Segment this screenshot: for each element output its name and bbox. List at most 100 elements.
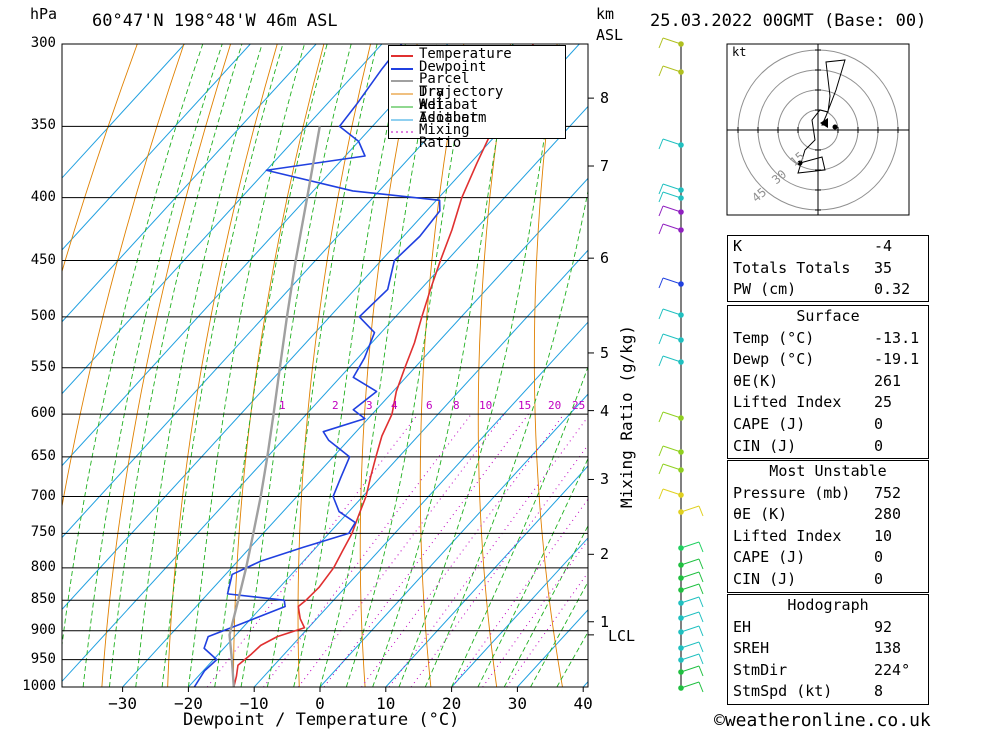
surface-row: Temp (°C) -13.1 bbox=[733, 328, 920, 347]
wind-barb bbox=[680, 681, 700, 689]
km-tick-label: 4 bbox=[600, 401, 610, 420]
section-title: Most Unstable bbox=[769, 462, 887, 480]
wet-adiabat-line bbox=[108, 44, 243, 687]
legend-label: Wet Adiabat bbox=[419, 96, 479, 126]
wind-barb-flag bbox=[658, 191, 664, 203]
wet-adiabat-line bbox=[451, 365, 588, 687]
wet-adiabat-line bbox=[187, 44, 305, 687]
temperature-tick-label: −30 bbox=[108, 694, 138, 713]
isotherm-line bbox=[62, 44, 185, 179]
pressure-tick-label: 350 bbox=[30, 117, 56, 134]
mixing-ratio-label: 6 bbox=[426, 399, 433, 412]
credit-link[interactable]: ©weatheronline.co.uk bbox=[714, 710, 931, 731]
wind-barbs bbox=[658, 37, 704, 693]
surface-row: Lifted Index 25 bbox=[733, 393, 893, 412]
wind-barb bbox=[680, 641, 700, 649]
km-tick-label: 2 bbox=[600, 545, 610, 564]
pressure-unit-label: hPa bbox=[30, 5, 58, 23]
pressure-tick-label: 700 bbox=[30, 487, 56, 504]
legend-label: Dewpoint bbox=[419, 58, 487, 75]
pressure-tick-label: 550 bbox=[30, 358, 56, 375]
pressure-tick-label: 400 bbox=[30, 188, 56, 205]
pressure-tick-label: 650 bbox=[30, 447, 56, 464]
legend: Temperature Dewpoint Parcel Trajectory D… bbox=[388, 45, 566, 150]
surface-table: Surface Temp (°C) -13.1 Dewp (°C) -19.1 θE… bbox=[727, 305, 929, 459]
pressure-tick-label: 900 bbox=[30, 621, 56, 638]
wind-barb-flag bbox=[658, 277, 664, 289]
mixing-ratio-line bbox=[297, 413, 505, 687]
hodograph-row: StmDir 224° bbox=[733, 660, 911, 679]
dry-adiabat-line bbox=[930, 44, 1000, 687]
wind-barb-flag bbox=[658, 138, 664, 150]
km-tick-label: 8 bbox=[600, 89, 610, 108]
datetime-title: 25.03.2022 00GMT (Base: 00) bbox=[650, 11, 927, 31]
wind-barb-flag bbox=[698, 665, 704, 677]
pressure-tick-label: 850 bbox=[30, 591, 56, 608]
isotherm-line bbox=[62, 44, 449, 467]
wind-barb-flag bbox=[698, 583, 704, 595]
surface-row: θE(K) 261 bbox=[733, 371, 902, 390]
isotherm-line bbox=[319, 393, 588, 687]
wind-barb-flag bbox=[658, 463, 664, 475]
wind-barb bbox=[680, 653, 700, 661]
wind-barb bbox=[680, 571, 700, 579]
surface-row: CAPE (J) 0 bbox=[733, 414, 884, 433]
wet-adiabat-line bbox=[135, 44, 263, 687]
dry-adiabat-line bbox=[62, 44, 138, 274]
wind-barb-flag bbox=[658, 37, 664, 49]
mixing-ratio-label: 20 bbox=[548, 399, 562, 412]
isobar-lines bbox=[62, 43, 588, 688]
lcl-label: LCL bbox=[608, 626, 636, 645]
most-unstable-row: Pressure (mb) 752 bbox=[733, 483, 902, 502]
pressure-tick-label: 1000 bbox=[22, 678, 56, 694]
km-unit-label: km bbox=[596, 5, 615, 23]
pressure-tick-label: 800 bbox=[30, 558, 56, 575]
mixing-ratio-line bbox=[263, 413, 472, 687]
temperature-tick-label: 40 bbox=[573, 694, 593, 713]
wet-adiabat-line bbox=[293, 44, 406, 687]
temperature-tick-label: 10 bbox=[376, 694, 396, 713]
surface-row: CIN (J) 0 bbox=[733, 436, 884, 455]
wind-barb-flag bbox=[658, 65, 664, 77]
pressure-tick-label: 300 bbox=[30, 35, 56, 51]
mixing-ratio-label: 3 bbox=[366, 399, 373, 412]
wind-barb-flag bbox=[698, 596, 704, 608]
isotherm-line bbox=[188, 249, 588, 687]
wind-barb bbox=[662, 138, 682, 146]
km-tick-labels bbox=[588, 97, 594, 636]
wind-barb bbox=[662, 333, 682, 341]
mixing-ratio-label: 8 bbox=[453, 399, 460, 412]
wind-barb bbox=[662, 191, 682, 199]
isotherm-line bbox=[451, 537, 588, 687]
index-row: Totals Totals 35 bbox=[733, 258, 893, 277]
isotherm-line bbox=[385, 465, 588, 687]
wind-barb-flag bbox=[658, 183, 664, 195]
location-title: 60°47'N 198°48'W 46m ASL bbox=[92, 11, 338, 31]
wind-barb-flag bbox=[698, 625, 704, 637]
plot-frame bbox=[61, 43, 589, 688]
wind-barb bbox=[662, 488, 682, 496]
x-axis-label: Dewpoint / Temperature (°C) bbox=[183, 710, 460, 730]
hodograph bbox=[726, 43, 910, 216]
wet-adiabat-line bbox=[161, 44, 284, 687]
mixing-ratio-axis-label: Mixing Ratio (g/kg) bbox=[617, 324, 636, 508]
mixing-ratio-label: 15 bbox=[518, 399, 532, 412]
indices-table: K -4 Totals Totals 35 PW (cm) 0.32 bbox=[727, 235, 929, 302]
wet-adiabat-line bbox=[503, 524, 588, 687]
wind-barb bbox=[680, 558, 700, 566]
dry-adiabat-line bbox=[977, 44, 1000, 687]
most-unstable-row: CAPE (J) 0 bbox=[733, 548, 884, 567]
wind-barb-flag bbox=[658, 205, 664, 217]
pressure-tick-label: 450 bbox=[30, 251, 56, 268]
wind-barb-flag bbox=[698, 558, 704, 570]
wind-barb bbox=[662, 277, 682, 285]
profile-lines bbox=[193, 44, 534, 687]
hodograph-stats-table: Hodograph EH 92 SREH 138 StmDir 224° StmSpd… bbox=[727, 594, 929, 705]
wind-barb bbox=[662, 37, 682, 45]
mixing-ratio-line bbox=[482, 538, 588, 687]
most-unstable-row: Lifted Index 10 bbox=[733, 526, 893, 545]
asl-unit-label: ASL bbox=[596, 26, 624, 44]
dry-adiabat-line bbox=[167, 44, 278, 687]
isotherm-line bbox=[122, 177, 588, 687]
temperature-tick-label: −10 bbox=[239, 694, 269, 713]
